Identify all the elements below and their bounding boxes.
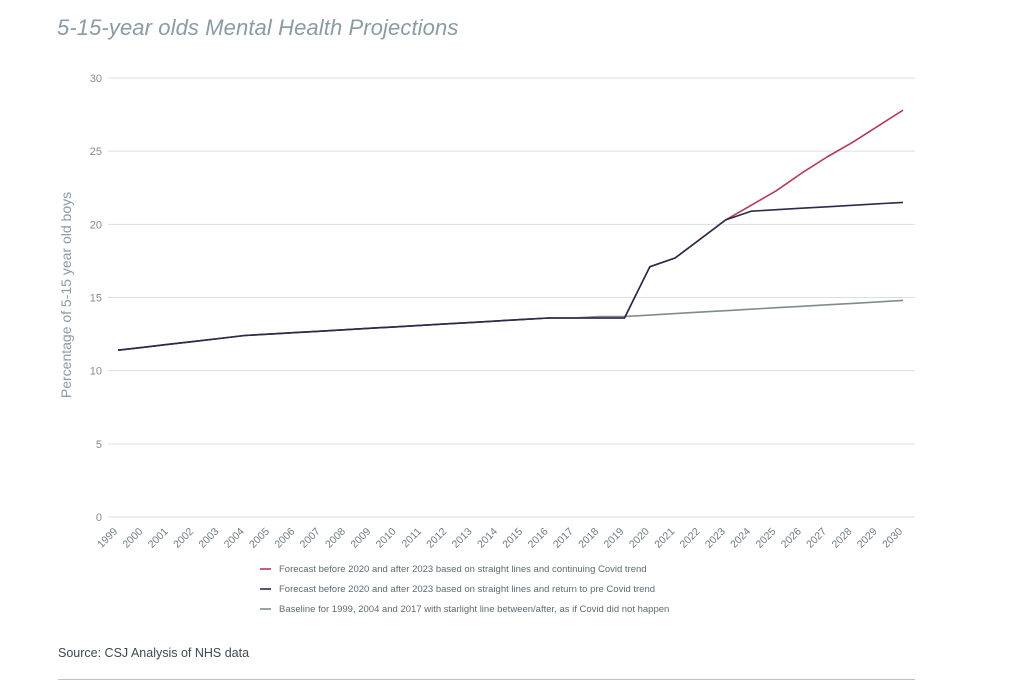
- chart-title: 5-15-year olds Mental Health Projections: [57, 15, 459, 40]
- y-tick-label: 30: [90, 73, 102, 85]
- legend-label: Baseline for 1999, 2004 and 2017 with st…: [279, 604, 669, 615]
- x-tick-label: 2012: [424, 526, 449, 551]
- x-tick-label: 2011: [400, 526, 425, 551]
- x-tick-label: 2001: [146, 526, 171, 551]
- x-tick-label: 2003: [196, 526, 221, 551]
- x-tick-label: 2025: [754, 526, 779, 551]
- series-line-1: [117, 201, 904, 351]
- x-tick-label: 2026: [779, 526, 804, 551]
- y-tick-label: 15: [90, 293, 102, 305]
- x-tick-label: 2022: [678, 526, 703, 551]
- x-tick-label: 2002: [171, 526, 196, 551]
- x-tick-label: 2014: [475, 526, 500, 551]
- y-tick-label: 5: [96, 439, 102, 451]
- series-line-0: [117, 109, 904, 351]
- x-tick-label: 2006: [272, 526, 297, 551]
- gridlines: [108, 77, 915, 518]
- x-tick-label: 2010: [374, 526, 399, 551]
- x-tick-label: 2004: [222, 526, 247, 551]
- series-line-2: [117, 299, 904, 351]
- y-tick-label: 20: [90, 219, 102, 231]
- legend-label: Forecast before 2020 and after 2023 base…: [279, 564, 647, 575]
- source-note: Source: CSJ Analysis of NHS data: [58, 646, 250, 660]
- x-tick-label: 2018: [576, 526, 601, 551]
- x-axis-ticks: 1999 2000 2001 2002 2003 2004 2005 2006 2007 2008…: [95, 526, 905, 551]
- y-tick-label: 25: [90, 146, 102, 158]
- x-tick-label: 2029: [855, 526, 880, 551]
- x-tick-label: 2016: [526, 526, 551, 551]
- x-tick-label: 2023: [703, 526, 728, 551]
- x-tick-label: 1999: [95, 526, 120, 551]
- x-tick-label: 2021: [652, 526, 677, 551]
- y-axis-ticks: 0 5 10 15 20 25 30: [90, 73, 102, 524]
- legend-label: Forecast before 2020 and after 2023 base…: [279, 584, 655, 595]
- x-tick-label: 2005: [247, 526, 272, 551]
- y-tick-label: 10: [90, 366, 102, 378]
- x-tick-label: 2024: [728, 526, 753, 551]
- x-tick-label: 2030: [880, 526, 905, 551]
- x-tick-label: 2000: [120, 526, 145, 551]
- x-tick-label: 2008: [323, 526, 348, 551]
- x-tick-label: 2015: [500, 526, 525, 551]
- x-tick-label: 2017: [551, 526, 576, 551]
- x-tick-label: 2013: [450, 526, 475, 551]
- y-tick-label: 0: [96, 512, 102, 524]
- x-tick-label: 2020: [627, 526, 652, 551]
- legend: Forecast before 2020 and after 2023 base…: [260, 564, 669, 615]
- x-tick-label: 2019: [602, 526, 627, 551]
- y-axis-label: Percentage of 5-15 year old boys: [58, 192, 74, 398]
- series-lines: [117, 109, 904, 351]
- x-tick-label: 2027: [804, 526, 829, 551]
- x-tick-label: 2009: [348, 526, 373, 551]
- x-tick-label: 2007: [298, 526, 323, 551]
- x-tick-label: 2028: [829, 526, 854, 551]
- bottom-divider: [58, 679, 915, 680]
